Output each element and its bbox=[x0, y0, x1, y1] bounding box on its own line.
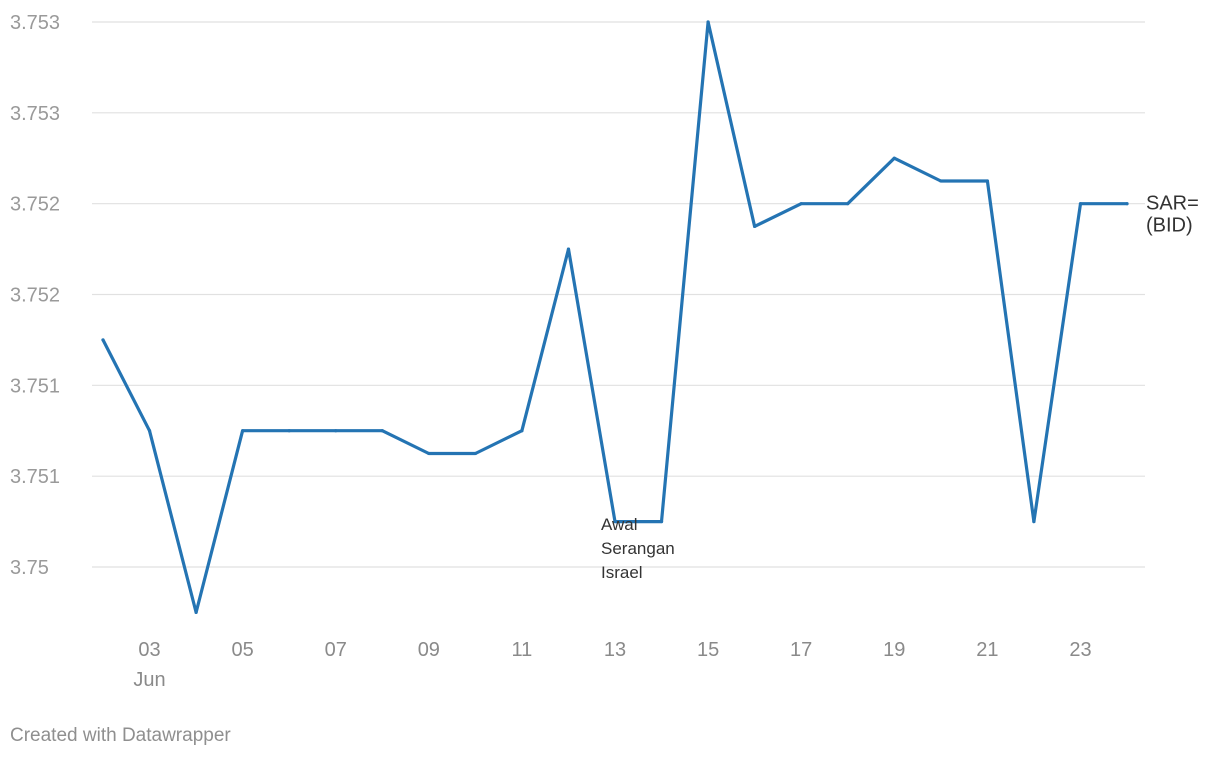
series-label: (BID) bbox=[1146, 215, 1193, 237]
annotation-text: Serangan bbox=[601, 539, 675, 558]
y-tick-label: 3.753 bbox=[10, 103, 60, 125]
datawrapper-credit: Created with Datawrapper bbox=[10, 725, 231, 746]
data-point bbox=[101, 338, 105, 342]
data-point bbox=[427, 451, 431, 456]
annotation-text: Awal bbox=[601, 515, 638, 534]
data-point bbox=[846, 202, 850, 206]
data-point bbox=[520, 429, 524, 433]
x-tick-label: 15 bbox=[697, 639, 719, 661]
data-point bbox=[613, 519, 617, 524]
x-tick-label: 11 bbox=[512, 639, 533, 661]
x-tick-label: 23 bbox=[1069, 639, 1091, 661]
x-tick-sublabel: Jun bbox=[133, 669, 165, 691]
data-point bbox=[380, 429, 384, 433]
x-tick-label: 17 bbox=[790, 639, 812, 661]
data-point bbox=[892, 156, 896, 160]
y-tick-label: 3.752 bbox=[10, 194, 60, 216]
data-point bbox=[1125, 202, 1129, 206]
data-point bbox=[194, 610, 198, 615]
data-point bbox=[473, 451, 477, 456]
x-tick-label: 09 bbox=[418, 639, 440, 661]
y-tick-label: 3.751 bbox=[10, 466, 60, 488]
x-tick-label: 03 bbox=[138, 639, 160, 661]
y-tick-label: 3.75 bbox=[10, 557, 49, 579]
data-point bbox=[1032, 519, 1036, 524]
annotation-text: Israel bbox=[601, 563, 643, 582]
data-point bbox=[939, 179, 943, 183]
data-point bbox=[334, 429, 338, 433]
data-point bbox=[659, 519, 664, 524]
data-point bbox=[566, 247, 571, 251]
data-point bbox=[706, 20, 710, 24]
data-point bbox=[1078, 202, 1083, 206]
x-tick-label: 19 bbox=[883, 639, 905, 661]
data-point bbox=[241, 429, 245, 433]
series-label: SAR= bbox=[1146, 193, 1199, 215]
data-point bbox=[147, 429, 152, 433]
x-tick-label: 07 bbox=[325, 639, 347, 661]
data-point bbox=[985, 179, 989, 183]
x-tick-label: 13 bbox=[604, 639, 626, 661]
y-tick-label: 3.753 bbox=[10, 12, 60, 34]
data-point bbox=[753, 224, 757, 228]
x-tick-label: 05 bbox=[232, 639, 254, 661]
x-tick-label: 21 bbox=[976, 639, 998, 661]
y-tick-label: 3.752 bbox=[10, 285, 60, 307]
data-point bbox=[287, 429, 291, 433]
y-tick-label: 3.751 bbox=[10, 375, 60, 397]
data-point bbox=[799, 202, 803, 206]
